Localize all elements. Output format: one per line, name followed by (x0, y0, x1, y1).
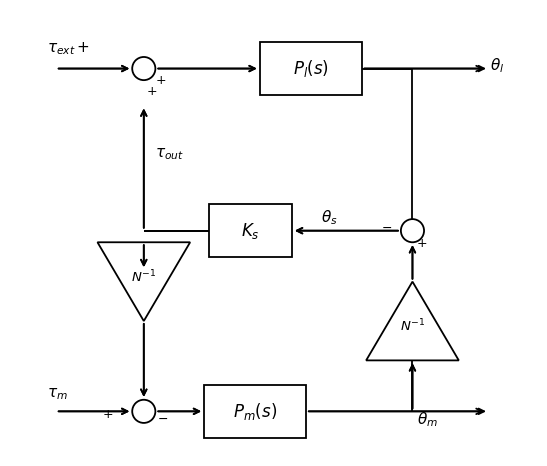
Text: $-$: $-$ (157, 412, 168, 425)
Text: $+$: $+$ (146, 85, 158, 98)
Text: $N^{-1}$: $N^{-1}$ (400, 317, 425, 334)
Text: $+$: $+$ (416, 237, 427, 250)
Text: $K_s$: $K_s$ (241, 221, 260, 240)
Text: $\tau_{out}$: $\tau_{out}$ (155, 146, 184, 162)
Bar (208, 204, 292, 257)
Polygon shape (366, 281, 459, 360)
Text: $P_l(s)$: $P_l(s)$ (293, 58, 329, 79)
Text: $N^{-1}$: $N^{-1}$ (131, 269, 156, 285)
Text: $\theta_m$: $\theta_m$ (417, 410, 438, 429)
Text: $P_m(s)$: $P_m(s)$ (233, 401, 277, 422)
Text: $-$: $-$ (381, 220, 393, 233)
Circle shape (132, 57, 155, 80)
Text: $\theta_l$: $\theta_l$ (490, 56, 504, 75)
Text: $+$: $+$ (102, 408, 114, 421)
Text: $\tau_m$: $\tau_m$ (46, 386, 67, 402)
Polygon shape (97, 242, 190, 321)
Bar (260, 42, 362, 95)
Text: $+$: $+$ (155, 74, 167, 87)
Circle shape (132, 400, 155, 423)
Bar (204, 385, 306, 438)
Text: $\theta_s$: $\theta_s$ (321, 208, 337, 227)
Circle shape (401, 219, 424, 242)
Text: $\tau_{ext}+$: $\tau_{ext}+$ (46, 40, 89, 57)
